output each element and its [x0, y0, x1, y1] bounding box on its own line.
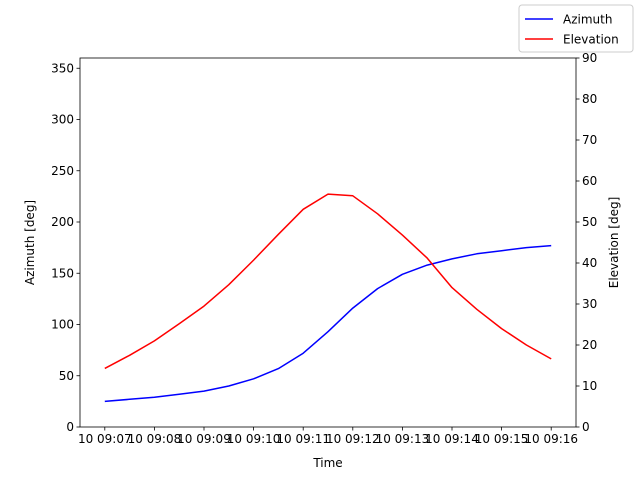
plot-area [80, 58, 576, 427]
x-tick-label: 10 09:14 [425, 432, 479, 446]
series-line-elevation [104, 193, 552, 370]
y-right-tick-label: 80 [582, 92, 597, 106]
x-tick-label: 10 09:13 [376, 432, 430, 446]
y-left-tick-label: 100 [51, 318, 74, 332]
y-right-tick-label: 90 [582, 51, 597, 65]
x-tick-label: 10 09:07 [78, 432, 132, 446]
x-axis-label: Time [312, 456, 342, 470]
legend-box [518, 4, 634, 53]
x-tick-label: 10 09:08 [128, 432, 182, 446]
y-left-tick-label: 0 [66, 420, 74, 434]
y-axis-right-label: Elevation [deg] [607, 197, 621, 289]
plot-background [80, 58, 576, 427]
y-right-tick-label: 0 [582, 420, 590, 434]
y-left-tick-label: 300 [51, 113, 74, 127]
y-right-tick-label: 40 [582, 256, 597, 270]
plot-frame [79, 57, 577, 428]
legend: Azimuth Elevation [518, 4, 634, 53]
x-tick-label: 10 09:12 [326, 432, 380, 446]
legend-label-elevation: Elevation [563, 33, 619, 47]
legend-label-azimuth: Azimuth [563, 13, 612, 27]
y-right-tick-label: 70 [582, 133, 597, 147]
y-right-tick-label: 20 [582, 338, 597, 352]
y-right-tick-label: 30 [582, 297, 597, 311]
x-tick-label: 10 09:15 [475, 432, 529, 446]
series-layer [104, 193, 552, 403]
x-tick-label: 10 09:11 [276, 432, 330, 446]
y-left-tick-label: 50 [59, 369, 74, 383]
y-left-tick-label: 350 [51, 61, 74, 75]
y-left-tick-label: 250 [51, 164, 74, 178]
x-tick-label: 10 09:09 [177, 432, 231, 446]
y-right-tick-label: 60 [582, 174, 597, 188]
x-tick-label: 10 09:10 [227, 432, 281, 446]
y-left-tick-label: 200 [51, 215, 74, 229]
y-right-tick-label: 10 [582, 379, 597, 393]
y-axis-left-label: Azimuth [deg] [23, 200, 37, 285]
series-line-azimuth [104, 244, 552, 403]
y-right-tick-label: 50 [582, 215, 597, 229]
x-tick-label: 10 09:16 [524, 432, 578, 446]
y-left-tick-label: 150 [51, 266, 74, 280]
